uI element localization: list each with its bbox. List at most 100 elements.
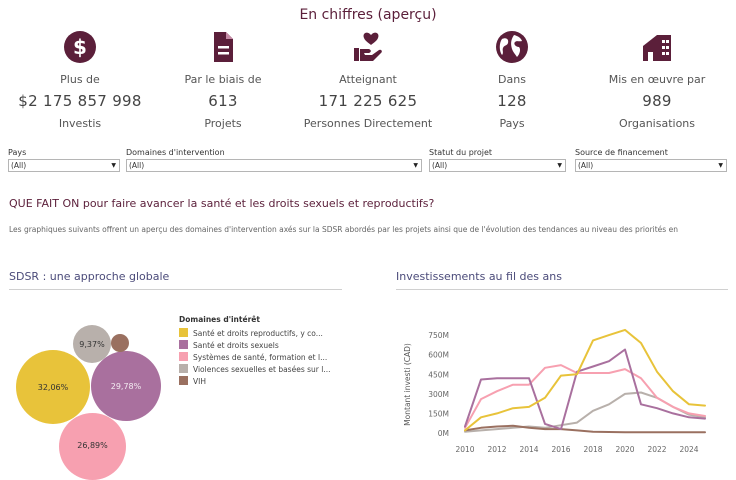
document-icon [214,32,233,62]
kpi-unit: Organisations [618,117,695,130]
globe-icon [496,31,528,63]
divider [9,289,342,290]
bubble-violence[interactable]: 9,37% [73,325,111,363]
chevron-down-icon: ▼ [111,162,116,169]
legend-swatch [179,328,188,337]
investment-line-chart: Montant investi (CAD) 0M 150M 300M 450M 600M 7… [403,328,706,454]
series-line [464,348,706,431]
legend-item[interactable]: Santé et droits reproductifs, y co... [179,328,349,339]
legend-title: Domaines d'intérêt [179,315,260,324]
kpi-organisations: Mis en œuvre par 989 Organisations [582,30,732,130]
kpi-value: 613 [208,92,238,110]
selected-value: (All) [432,161,448,170]
bubble-label: 32,06% [37,382,69,392]
country-select[interactable]: (All) ▼ [8,159,120,172]
kpi-prefix: Par le biais de [184,73,262,86]
kpi-countries: Dans 128 Pays [437,30,587,130]
kpi-value: $2 175 857 998 [18,92,142,110]
x-tick-label: 2012 [487,445,506,454]
y-tick-label: 750M [428,331,449,340]
kpi-unit: Pays [499,117,525,130]
kpi-investment: $ Plus de $2 175 857 998 Investis [5,30,155,130]
filter-label: Domaines d'intervention [126,148,225,157]
legend-item[interactable]: Systèmes de santé, formation et l... [179,352,349,363]
divider [396,289,728,290]
kpi-prefix: Plus de [60,73,100,86]
bubble-label: 26,89% [77,441,108,450]
kpi-value: 171 225 625 [318,92,418,110]
kpi-projects: Par le biais de 613 Projets [148,30,298,130]
series-line [464,364,706,429]
funding-select[interactable]: (All) ▼ [575,159,727,172]
kpi-value: 989 [642,92,672,110]
filter-domain: Domaines d'intervention (All) ▼ [126,148,422,172]
section-question: QUE FAIT ON pour faire avancer la santé … [9,197,435,210]
legend-label: Santé et droits sexuels [193,341,279,350]
y-axis-label: Montant investi (CAD) [403,343,412,426]
x-tick-label: 2024 [679,445,698,454]
selected-value: (All) [129,161,145,170]
dollar-icon: $ [64,31,96,63]
chevron-down-icon: ▼ [718,162,723,169]
x-tick-label: 2010 [455,445,474,454]
chevron-down-icon: ▼ [413,162,418,169]
section-description: Les graphiques suivants offrent un aperç… [9,225,678,234]
domain-select[interactable]: (All) ▼ [126,159,422,172]
kpi-unit: Projets [204,117,242,130]
kpi-unit: Investis [58,117,102,130]
svg-text:$: $ [73,35,87,59]
legend: Domaines d'intérêt Santé et droits repro… [179,315,349,388]
legend-label: VIH [193,377,206,386]
right-section-title: Investissements au fil des ans [396,270,562,283]
legend-swatch [179,376,188,385]
y-tick-label: 150M [428,409,449,418]
filter-country: Pays (All) ▼ [8,148,120,172]
kpi-prefix: Dans [498,73,526,86]
series-line [464,424,706,434]
x-tick-label: 2018 [583,445,602,454]
x-tick-label: 2022 [647,445,666,454]
legend-swatch [179,364,188,373]
kpi-prefix: Mis en œuvre par [608,73,706,86]
kpi-prefix: Atteignant [339,73,397,86]
bubble-hiv[interactable] [111,334,129,352]
x-tick-label: 2014 [519,445,538,454]
filter-funding: Source de financement (All) ▼ [575,148,727,172]
selected-value: (All) [11,161,27,170]
legend-item[interactable]: VIH [179,376,349,387]
y-tick-label: 600M [428,351,449,360]
x-tick-label: 2016 [551,445,570,454]
legend-swatch [179,352,188,361]
bubble-health-systems[interactable]: 26,89% [59,413,126,480]
y-tick-label: 450M [428,370,449,379]
series-line [464,328,706,432]
chevron-down-icon: ▼ [557,162,562,169]
legend-swatch [179,340,188,349]
filter-bar: Pays (All) ▼ Domaines d'intervention (Al… [0,148,736,178]
filter-label: Statut du projet [429,148,493,157]
legend-label: Violences sexuelles et basées sur l... [193,365,331,374]
kpi-value: 128 [497,92,527,110]
y-tick-label: 300M [428,390,449,399]
filter-label: Source de financement [575,148,668,157]
building-icon [643,35,671,61]
kpi-people: Atteignant 171 225 625 Personnes Directe… [293,30,443,130]
left-section-title: SDSR : une approche globale [9,270,170,283]
x-tick-label: 2020 [615,445,634,454]
y-tick-label: 0M [438,429,449,438]
kpi-row: $ Plus de $2 175 857 998 Investis Par le… [0,30,736,142]
bubble-sexual-health[interactable]: 29,78% [91,351,161,421]
bubble-reproductive-health[interactable]: 32,06% [16,350,90,424]
status-select[interactable]: (All) ▼ [429,159,566,172]
legend-item[interactable]: Violences sexuelles et basées sur l... [179,364,349,375]
kpi-unit: Personnes Directement [303,117,433,130]
bubble-label: 9,37% [79,339,105,349]
bubble-label: 29,78% [110,381,142,391]
legend-item[interactable]: Santé et droits sexuels [179,340,349,351]
page-title: En chiffres (aperçu) [299,7,437,23]
selected-value: (All) [578,161,594,170]
filter-status: Statut du projet (All) ▼ [429,148,566,172]
hand-heart-icon [354,32,382,61]
filter-label: Pays [8,148,27,157]
legend-label: Santé et droits reproductifs, y co... [193,329,323,338]
